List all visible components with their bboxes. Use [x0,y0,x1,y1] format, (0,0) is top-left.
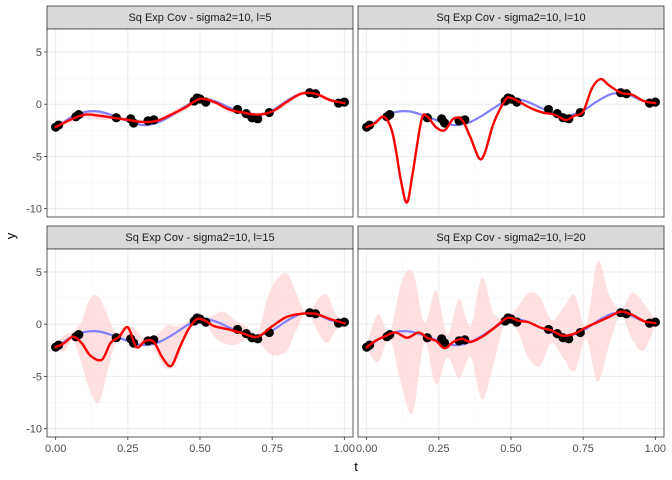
x-tick-label: 0.75 [572,443,593,455]
fit-line [365,310,657,350]
data-point [149,335,159,345]
panel-plot-area [362,260,660,415]
x-tick-label: 0.00 [45,443,66,455]
x-tick-label: 0.25 [117,443,138,455]
y-tick-label: -10 [26,424,42,436]
x-tick-label: 0.50 [189,443,210,455]
facet-panel: Sq Exp Cov - sigma2=10, l=10 [357,5,665,218]
panel-plot-area [362,77,660,204]
fit-line [54,91,346,129]
y-tick-label: 0 [36,99,42,111]
panel-border [46,28,354,218]
y-tick-label: 0 [36,319,42,331]
panel-border [357,28,665,218]
confidence-band [55,272,345,404]
x-tick-label: 0.50 [500,443,521,455]
x-axis-title: t [354,459,358,474]
y-tick-label: 5 [36,267,42,279]
data-point [385,110,395,120]
data-point [253,114,263,124]
y-tick-label: -10 [26,204,42,216]
y-tick-label: 5 [36,47,42,59]
panel-plot-area [51,88,349,132]
facet-strip-title: Sq Exp Cov - sigma2=10, l=15 [125,232,274,244]
x-tick-label: 0.75 [261,443,282,455]
facet-strip-title: Sq Exp Cov - sigma2=10, l=10 [436,12,585,24]
facet-strip-title: Sq Exp Cov - sigma2=10, l=5 [128,12,271,24]
facet-strip-title: Sq Exp Cov - sigma2=10, l=20 [436,232,585,244]
x-tick-label: 1.00 [645,443,666,455]
y-tick-label: -5 [32,151,42,163]
facet-panel: Sq Exp Cov - sigma2=10, l=15 -10 -5 0 5 0.00 0… [26,225,355,455]
panel-plot-area [51,272,349,404]
x-tick-label: 0.00 [356,443,377,455]
y-axis-title: y [3,232,18,239]
x-tick-label: 1.00 [334,443,355,455]
facet-panel: Sq Exp Cov - sigma2=10, l=5 -10 -5 0 5 [26,5,354,218]
confidence-band [366,260,656,415]
x-tick-label: 0.25 [428,443,449,455]
fit-line [365,77,657,204]
data-point [543,104,554,115]
fit-line [54,312,346,368]
data-point [440,338,450,348]
y-tick-label: -5 [32,371,42,383]
facet-panel: Sq Exp Cov - sigma2=10, l=20 0.00 0.25 0.50… [356,225,666,455]
data-point [440,118,450,128]
